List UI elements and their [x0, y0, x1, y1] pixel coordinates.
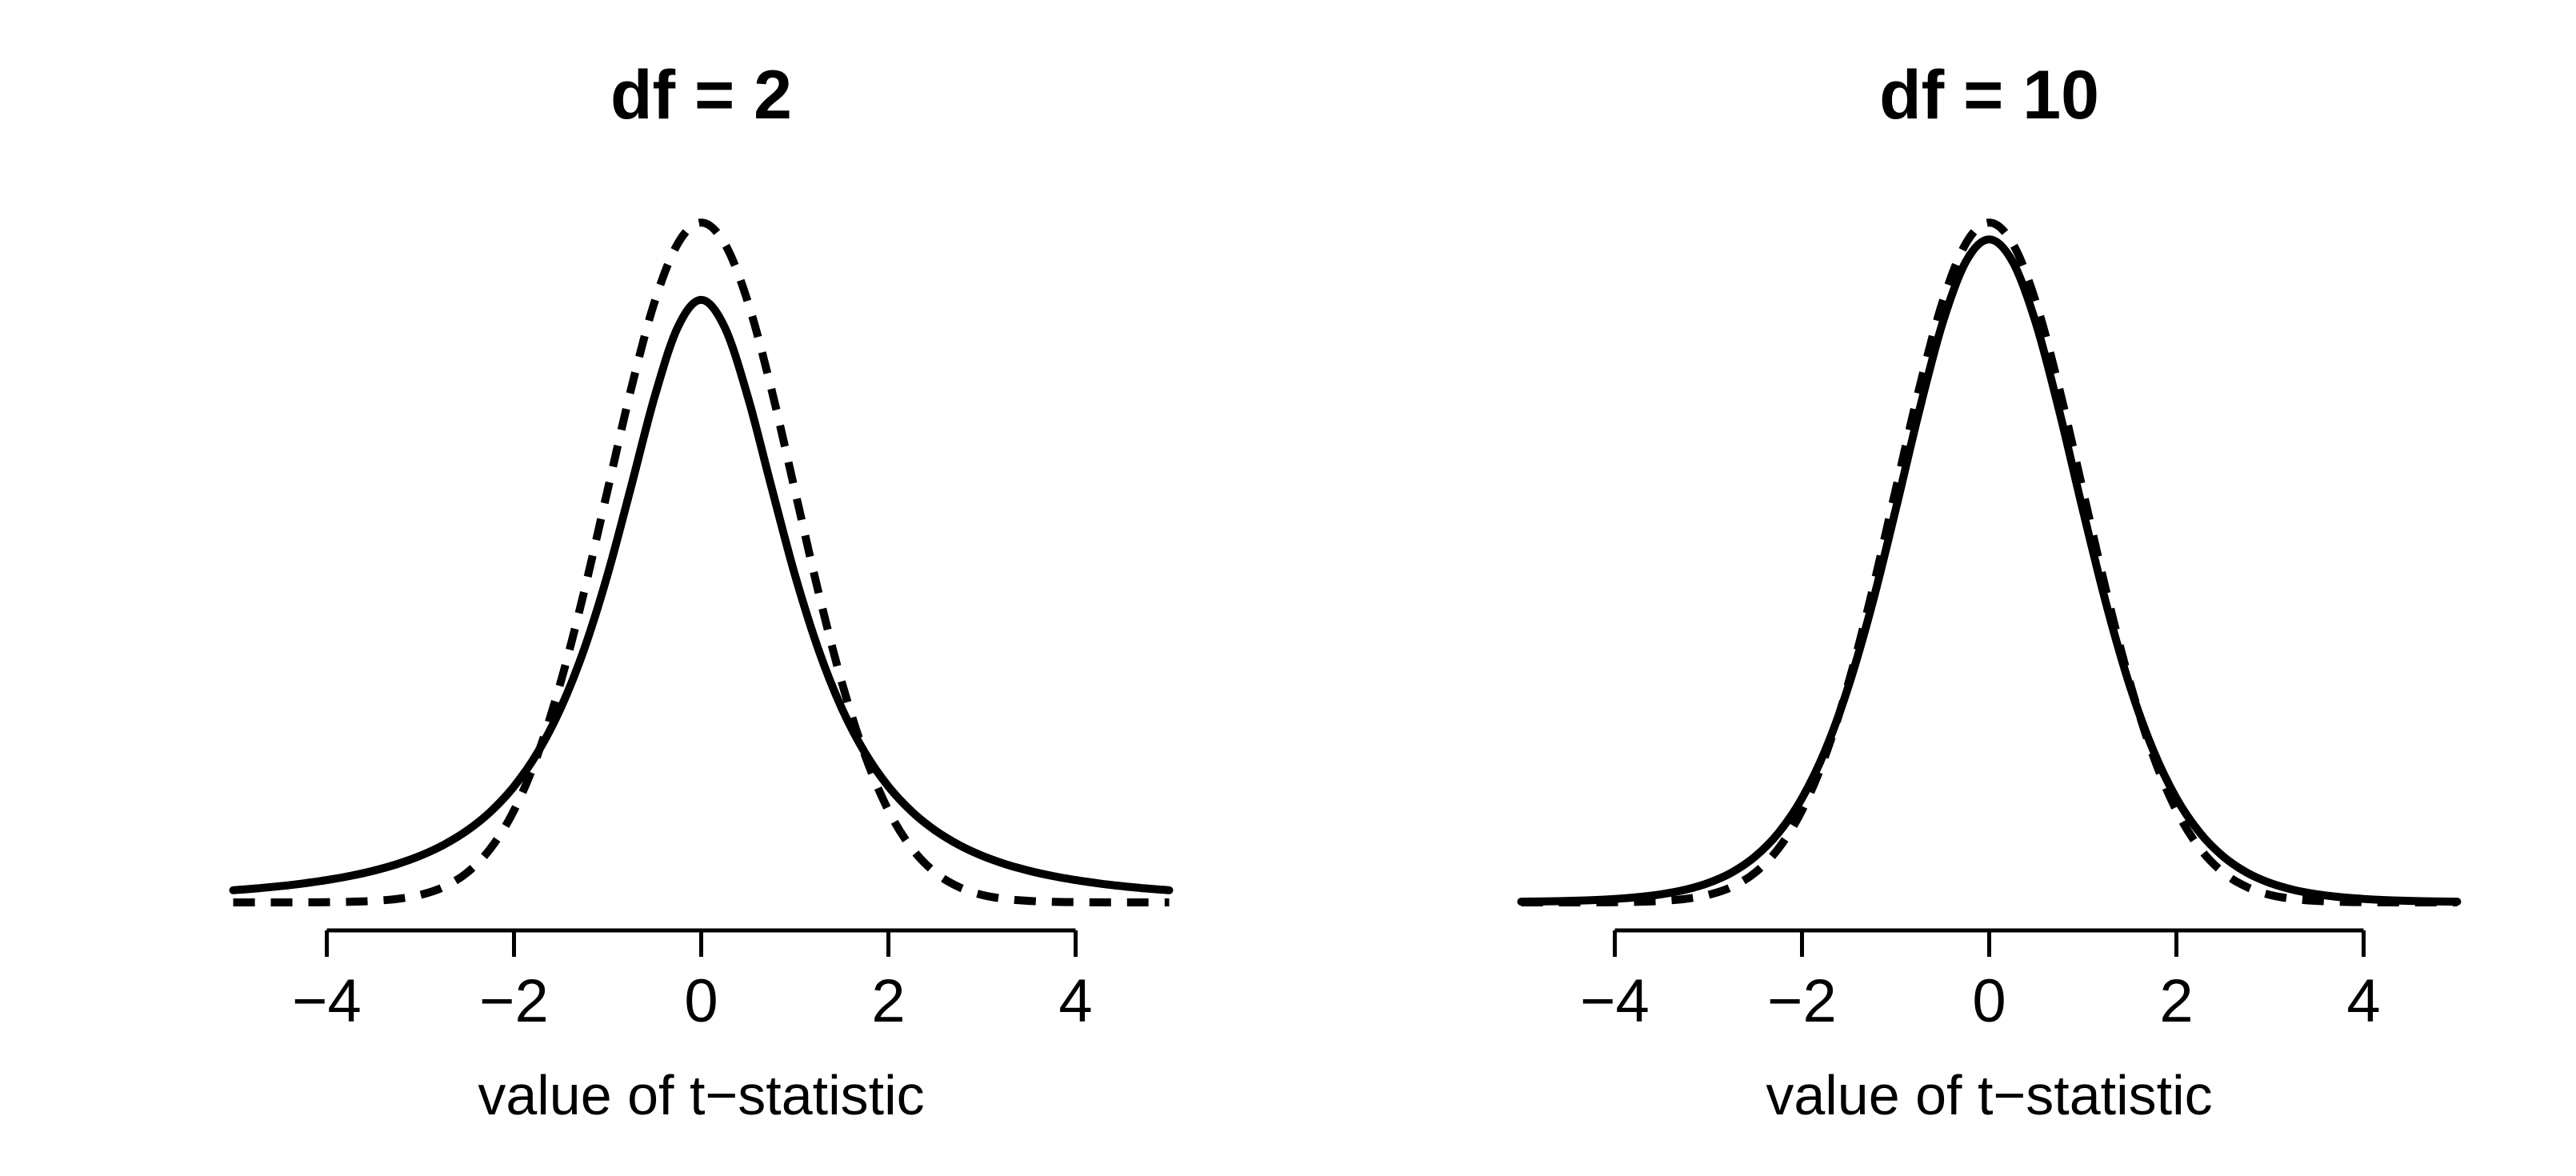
x-axis: −4 −2 0 2 4	[292, 928, 1093, 1035]
x-tick-label: 2	[2159, 967, 2193, 1035]
x-tick-label: 2	[871, 967, 905, 1035]
x-tick-label: 4	[1058, 967, 1092, 1035]
t-distribution-curve	[229, 295, 1174, 894]
x-axis: −4 −2 0 2 4	[1580, 928, 2381, 1035]
normal-distribution-curve	[1521, 218, 2458, 906]
panel-df-10: df = 10 −4 −2 0 2 4 value of t−statistic	[1517, 57, 2462, 1126]
t-distribution-curve	[1517, 235, 2462, 906]
x-tick-label: −4	[292, 967, 362, 1035]
panel-title: df = 10	[1879, 57, 2099, 134]
panel-title: df = 2	[610, 57, 792, 134]
x-tick-label: 0	[684, 967, 718, 1035]
panel-df-2: df = 2 −4 −2 0 2 4 value of t−statistic	[229, 57, 1174, 1126]
x-axis-label: value of t−statistic	[478, 1064, 924, 1126]
x-tick-label: 0	[1972, 967, 2006, 1035]
normal-distribution-curve	[233, 218, 1170, 906]
x-tick-label: 4	[2346, 967, 2380, 1035]
x-axis-label: value of t−statistic	[1766, 1064, 2212, 1126]
x-tick-label: −2	[479, 967, 549, 1035]
x-tick-label: −2	[1767, 967, 1837, 1035]
x-tick-label: −4	[1580, 967, 1650, 1035]
